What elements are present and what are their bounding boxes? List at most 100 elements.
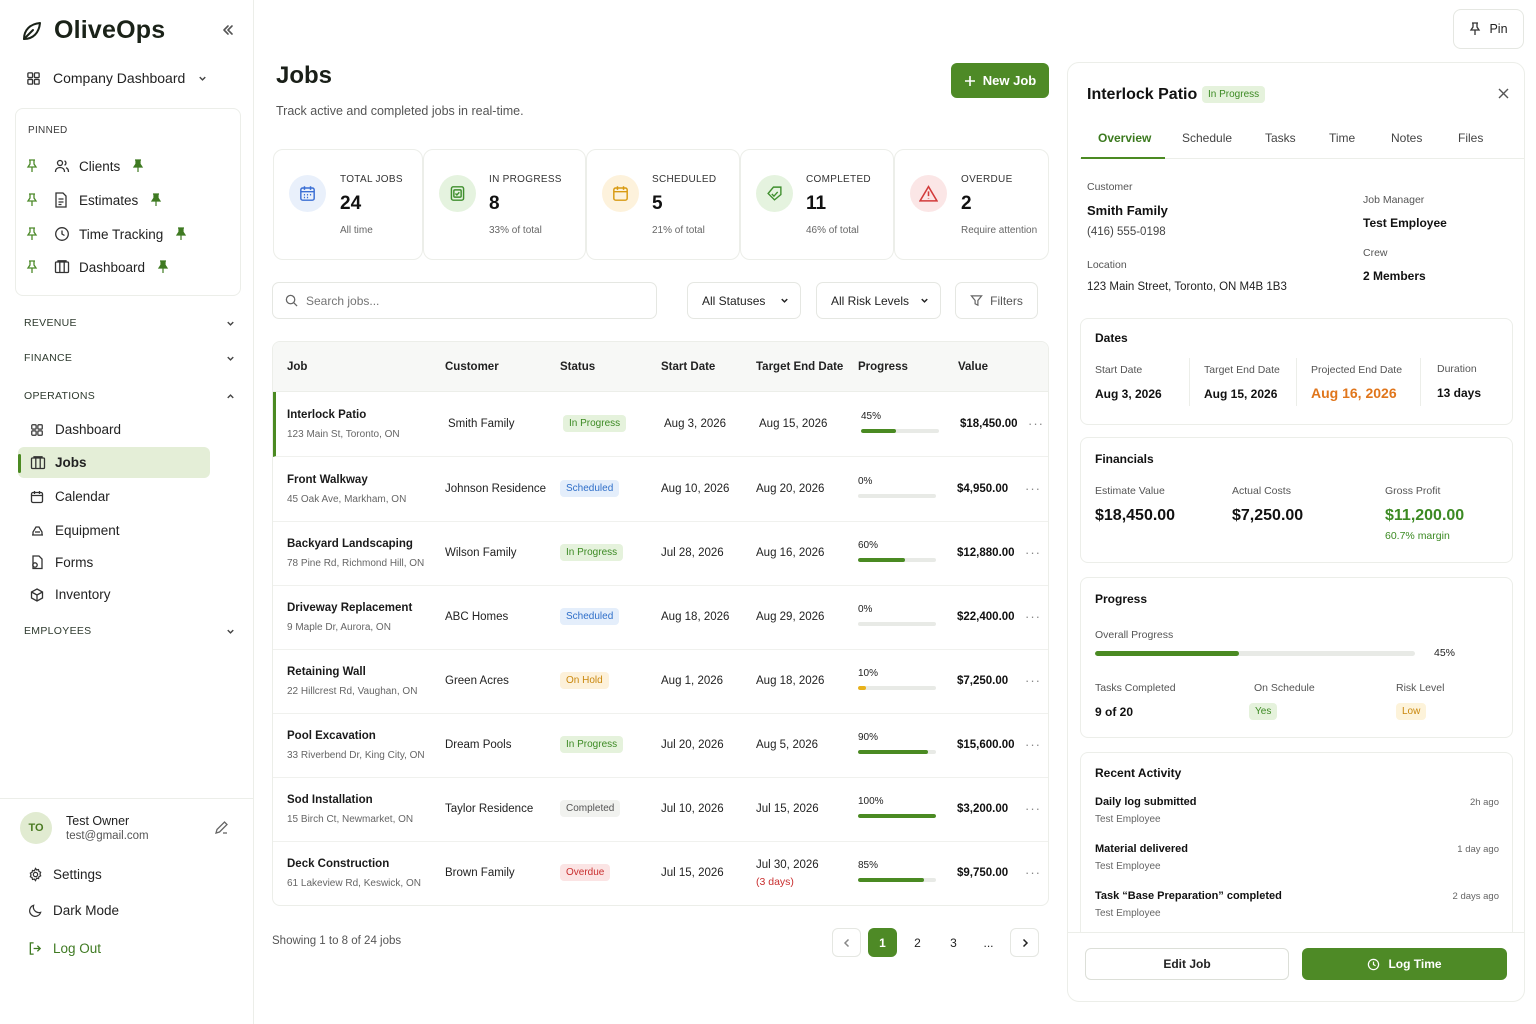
collapse-sidebar-icon[interactable] xyxy=(220,22,236,38)
column-header[interactable]: Value xyxy=(958,361,989,373)
tab-overview[interactable]: Overview xyxy=(1098,131,1152,145)
pinned-item-estimates[interactable]: Estimates xyxy=(26,189,162,211)
job-name[interactable]: Interlock Patio xyxy=(287,409,367,421)
pin-filled-icon[interactable] xyxy=(150,193,162,207)
column-header[interactable]: Start Date xyxy=(661,361,716,373)
nav-item-calendar[interactable]: Calendar xyxy=(18,481,210,512)
nav-item-dashboard[interactable]: Dashboard xyxy=(18,414,210,445)
tab-schedule[interactable]: Schedule xyxy=(1182,131,1233,145)
risk-filter-select[interactable]: All Risk Levels xyxy=(816,282,941,319)
more-actions-icon[interactable]: ··· xyxy=(1025,481,1041,496)
section-employees[interactable]: EMPLOYEES xyxy=(24,625,236,637)
job-name[interactable]: Backyard Landscaping xyxy=(287,538,413,550)
column-header[interactable]: Status xyxy=(560,361,596,373)
job-name[interactable]: Driveway Replacement xyxy=(287,602,413,614)
columns-icon xyxy=(30,455,46,470)
stat-card-scheduled: SCHEDULED 5 21% of total xyxy=(586,149,740,260)
next-page-button[interactable] xyxy=(1010,928,1039,957)
job-name[interactable]: Pool Excavation xyxy=(287,730,376,742)
more-actions-icon[interactable]: ··· xyxy=(1025,801,1041,816)
more-actions-icon[interactable]: ··· xyxy=(1025,737,1041,752)
section-label: REVENUE xyxy=(24,317,77,329)
activity-by: Test Employee xyxy=(1095,861,1161,872)
log-time-button[interactable]: Log Time xyxy=(1302,948,1507,980)
pin-filled-icon[interactable] xyxy=(132,159,144,173)
company-dashboard-selector[interactable]: Company Dashboard xyxy=(26,70,208,86)
job-name[interactable]: Deck Construction xyxy=(287,858,390,870)
tab-files[interactable]: Files xyxy=(1458,131,1484,145)
page-button-2[interactable]: 2 xyxy=(914,935,921,950)
nav-item-inventory[interactable]: Inventory xyxy=(18,579,210,610)
progress-label: 90% xyxy=(858,732,879,743)
pinned-item-clients[interactable]: Clients xyxy=(26,155,144,177)
search-box[interactable] xyxy=(272,282,657,319)
stat-value: 8 xyxy=(489,193,500,214)
edit-profile-icon[interactable] xyxy=(214,820,229,835)
dark-mode-toggle[interactable]: Dark Mode xyxy=(28,903,119,918)
table-row[interactable]: Retaining Wall 22 Hillcrest Rd, Vaughan, … xyxy=(273,650,1048,714)
filters-button[interactable]: Filters xyxy=(955,282,1038,319)
nav-item-forms[interactable]: Forms xyxy=(18,547,210,578)
pin-filled-icon[interactable] xyxy=(157,260,169,274)
job-name[interactable]: Retaining Wall xyxy=(287,666,366,678)
more-actions-icon[interactable]: ··· xyxy=(1025,673,1041,688)
tab-tasks[interactable]: Tasks xyxy=(1265,131,1296,145)
table-row[interactable]: Backyard Landscaping 78 Pine Rd, Richmond… xyxy=(273,522,1048,586)
column-header[interactable]: Target End Date xyxy=(756,361,844,373)
status-filter-select[interactable]: All Statuses xyxy=(687,282,801,319)
customer-name: Dream Pools xyxy=(445,739,512,751)
new-job-button[interactable]: New Job xyxy=(951,63,1049,98)
section-finance[interactable]: FINANCE xyxy=(24,352,236,364)
tab-notes[interactable]: Notes xyxy=(1391,131,1423,145)
table-row[interactable]: Interlock Patio 123 Main St, Toronto, ON S… xyxy=(273,392,1048,457)
job-address: 15 Birch Ct, Newmarket, ON xyxy=(287,814,414,825)
actual-costs-label: Actual Costs xyxy=(1232,485,1291,497)
page-button-3[interactable]: 3 xyxy=(950,935,957,950)
prev-page-button[interactable] xyxy=(832,928,861,957)
close-icon[interactable] xyxy=(1498,88,1509,99)
pinned-item-dashboard[interactable]: Dashboard xyxy=(26,256,169,278)
more-actions-icon[interactable]: ··· xyxy=(1028,416,1044,431)
more-actions-icon[interactable]: ··· xyxy=(1025,865,1041,880)
customer-name: Smith Family xyxy=(1087,203,1168,218)
job-address: 61 Lakeview Rd, Keswick, ON xyxy=(287,878,421,889)
settings-link[interactable]: Settings xyxy=(28,867,102,882)
nav-item-equipment[interactable]: Equipment xyxy=(18,515,210,546)
table-row[interactable]: Driveway Replacement 9 Maple Dr, Aurora, … xyxy=(273,586,1048,650)
start-date: Aug 1, 2026 xyxy=(661,675,724,687)
tab-time[interactable]: Time xyxy=(1329,131,1356,145)
overall-progress-value: 45% xyxy=(1434,647,1456,659)
table-row[interactable]: Pool Excavation 33 Riverbend Dr, King Cit… xyxy=(273,714,1048,778)
progress-title: Progress xyxy=(1095,592,1148,606)
table-row[interactable]: Deck Construction 61 Lakeview Rd, Keswick… xyxy=(273,842,1048,905)
table-row[interactable]: Front Walkway 45 Oak Ave, Markham, ON John… xyxy=(273,457,1048,522)
column-header[interactable]: Customer xyxy=(445,361,499,373)
column-header[interactable]: Progress xyxy=(858,361,908,373)
more-actions-icon[interactable]: ··· xyxy=(1025,609,1041,624)
tasks-completed-label: Tasks Completed xyxy=(1095,682,1176,694)
job-name[interactable]: Front Walkway xyxy=(287,474,368,486)
brand[interactable]: OliveOps xyxy=(20,16,165,45)
avatar[interactable]: TO xyxy=(20,812,52,844)
section-operations[interactable]: OPERATIONS xyxy=(24,390,236,402)
pin-panel-button[interactable]: Pin xyxy=(1453,9,1524,49)
customer-phone[interactable]: (416) 555-0198 xyxy=(1087,226,1166,238)
pin-filled-icon[interactable] xyxy=(175,227,187,241)
calendar-icon xyxy=(30,490,46,504)
nav-item-jobs[interactable]: Jobs xyxy=(18,447,210,478)
page-button-1[interactable]: 1 xyxy=(868,928,897,957)
search-input[interactable] xyxy=(306,293,626,308)
job-detail-panel xyxy=(1067,62,1525,1002)
edit-job-button[interactable]: Edit Job xyxy=(1085,948,1289,980)
job-value: $12,880.00 xyxy=(957,547,1015,559)
more-actions-icon[interactable]: ··· xyxy=(1025,545,1041,560)
pinned-item-time-tracking[interactable]: Time Tracking xyxy=(26,223,187,245)
job-value: $7,250.00 xyxy=(957,675,1009,687)
chevron-down-icon xyxy=(779,295,790,306)
log-out-link[interactable]: Log Out xyxy=(28,941,101,956)
gross-profit-value: $11,200.00 xyxy=(1385,507,1465,524)
table-row[interactable]: Sod Installation 15 Birch Ct, Newmarket, … xyxy=(273,778,1048,842)
job-name[interactable]: Sod Installation xyxy=(287,794,373,806)
column-header[interactable]: Job xyxy=(287,361,308,373)
section-revenue[interactable]: REVENUE xyxy=(24,317,236,329)
